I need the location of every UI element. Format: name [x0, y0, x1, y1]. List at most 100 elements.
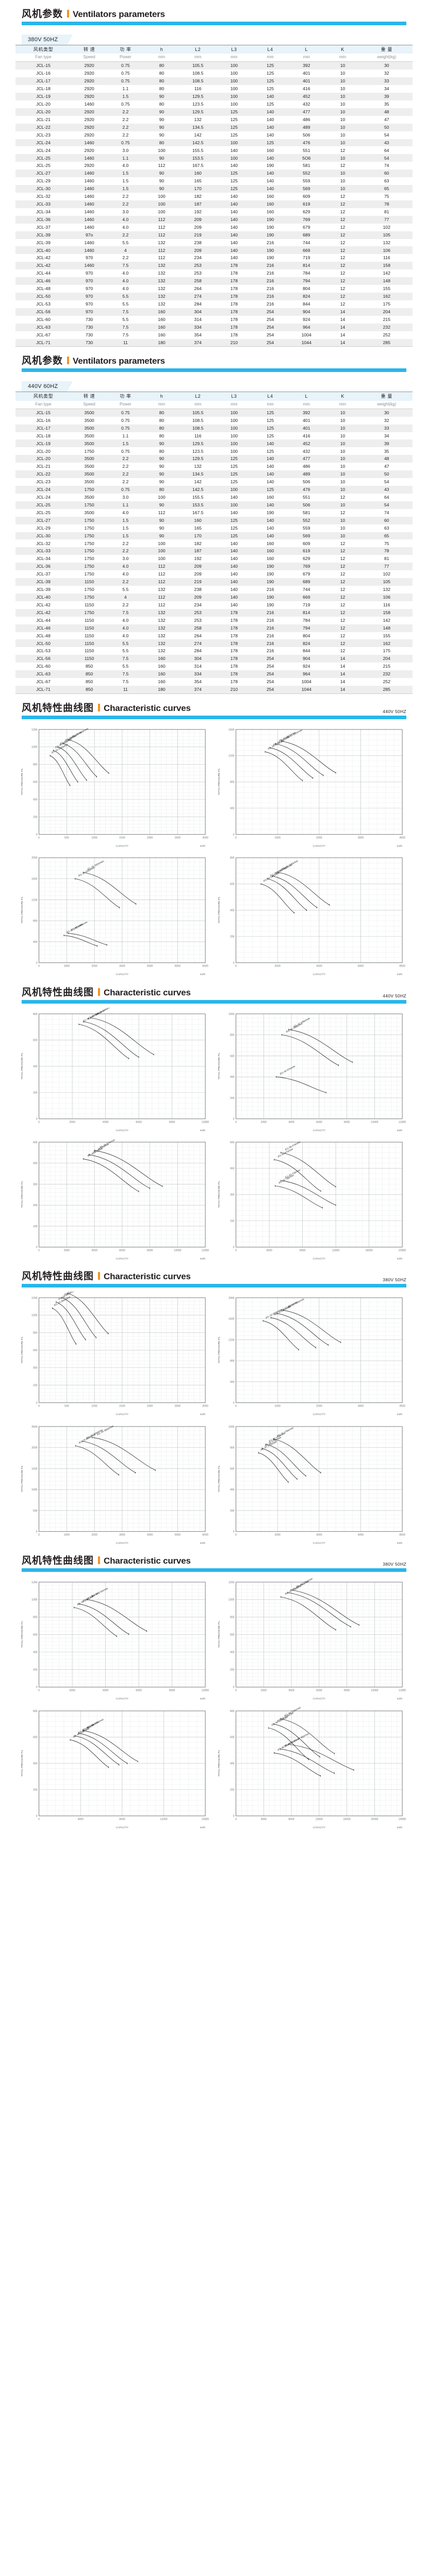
- table-cell: 132: [143, 616, 180, 624]
- table-cell: 254: [252, 338, 289, 347]
- table-cell: JCL-25: [15, 501, 72, 509]
- x-axis-unit: m3/h: [200, 1257, 206, 1260]
- section-title-group: 风机特性曲线图 Characteristic curves: [22, 1556, 428, 1566]
- table-cell: 2920: [71, 85, 108, 93]
- curve-line: [56, 1302, 86, 1341]
- col-header-en: weight(kg): [360, 54, 413, 62]
- table-cell: 153.5: [179, 501, 216, 509]
- svg-text:6000: 6000: [136, 1689, 142, 1692]
- table-cell: 12: [324, 193, 361, 200]
- voltage-label: 380V 50HZ: [383, 1562, 406, 1567]
- table-cell: 354: [179, 331, 216, 339]
- table-cell: 140: [216, 578, 253, 586]
- table-cell: 14: [324, 670, 361, 679]
- table-cell: 1460: [71, 215, 108, 224]
- table-cell: 160: [143, 655, 180, 663]
- table-cell: 477: [288, 455, 325, 463]
- svg-text:12000: 12000: [399, 1689, 406, 1692]
- table-cell: 304: [179, 655, 216, 663]
- catalog-page: 风机参数 Ventilators parameters 380V 50HZ 风机类型转…: [0, 8, 428, 1829]
- table-row: JCL-23 3500 2.2 90 142 125 140 506 10 54: [15, 478, 413, 486]
- table-cell: 65: [360, 185, 413, 193]
- svg-text:1600: 1600: [31, 878, 38, 881]
- table-row: JCL-20 3500 2.2 90 129.5 125 140 477 10 48: [15, 455, 413, 463]
- x-axis-label: CAPACITY: [313, 1826, 326, 1829]
- table-cell: 105: [360, 578, 413, 586]
- section-title-en: Characteristic curves: [104, 987, 191, 997]
- table-header-cn: 风机类型转 速功 率 h L2 L3 L4 L K 重 量: [15, 45, 413, 54]
- table-cell: 90: [143, 185, 180, 193]
- table-cell: 35: [360, 100, 413, 108]
- section-title-cn: 风机参数: [22, 8, 63, 20]
- table-cell: 2.2: [107, 539, 144, 548]
- table-cell: 3.0: [107, 555, 144, 563]
- chart-cell-1: 0 1000 2000 3000 4000 0 400 800 1200 1600 JCL-20 2…: [216, 723, 409, 850]
- x-axis-label: CAPACITY: [116, 973, 129, 976]
- table-cell: 1.1: [107, 154, 144, 162]
- table-cell: 2.2: [107, 463, 144, 471]
- characteristic-curve-chart: 0 2000 4000 6000 8000 10000020040060080010001…: [21, 1581, 209, 1701]
- table-cell: 125: [216, 463, 253, 471]
- table-cell: 4.0: [107, 269, 144, 278]
- table-cell: 100: [216, 61, 253, 70]
- table-cell: 129.5: [179, 108, 216, 116]
- table-cell: 204: [360, 308, 413, 316]
- col-header-en: Speed: [71, 400, 108, 409]
- table-cell: 43: [360, 139, 413, 147]
- table-cell: 284: [179, 300, 216, 308]
- table-cell: JCL-44: [15, 616, 72, 624]
- table-cell: 10: [324, 424, 361, 432]
- table-cell: 216: [252, 608, 289, 617]
- table-cell: 10: [324, 532, 361, 540]
- table-cell: 12: [324, 146, 361, 155]
- table-cell: 1750: [71, 501, 108, 509]
- svg-text:0: 0: [233, 1815, 235, 1818]
- svg-text:6000: 6000: [316, 1121, 322, 1124]
- table-cell: 7.5: [107, 308, 144, 316]
- svg-text:6000: 6000: [358, 965, 364, 968]
- svg-text:800: 800: [230, 1446, 235, 1449]
- table-cell: 80: [143, 432, 180, 440]
- table-cell: 190: [252, 162, 289, 170]
- curve-line: [94, 1150, 163, 1187]
- table-cell: 12: [324, 578, 361, 586]
- table-cell: 215: [360, 663, 413, 671]
- table-cell: 689: [288, 231, 325, 239]
- curve-line: [83, 1730, 138, 1761]
- table-cell: 125: [216, 455, 253, 463]
- chart-cell-1: 0 1000 2000 3000 4000 0 400 800 1200 1600 2000 JCL-…: [216, 1292, 409, 1418]
- table-cell: 2.2: [107, 547, 144, 555]
- table-cell: 108.5: [179, 77, 216, 86]
- col-header-en: Power: [107, 54, 144, 62]
- table-row: JCL-27 1750 1.5 90 160 125 140 552 10 60: [15, 516, 413, 524]
- section-blue-rule: [22, 368, 406, 372]
- table-cell: 1150: [71, 639, 108, 648]
- table-cell: 142: [360, 616, 413, 624]
- table-cell: 669: [288, 246, 325, 255]
- table-cell: 178: [216, 655, 253, 663]
- table-cell: 679: [288, 570, 325, 579]
- table-cell: 794: [288, 277, 325, 285]
- table-cell: 10: [324, 70, 361, 78]
- svg-text:0: 0: [235, 1533, 237, 1536]
- curve-line: [70, 1739, 109, 1768]
- table-cell: 452: [288, 439, 325, 448]
- table-cell: 80: [143, 409, 180, 417]
- table-cell: 970: [71, 285, 108, 293]
- table-row: JCL-48 970 4.0 132 264 178 216 804 12 155: [15, 285, 413, 293]
- table-cell: 2920: [71, 108, 108, 116]
- svg-text:400: 400: [230, 1381, 235, 1384]
- table-cell: 90: [143, 170, 180, 178]
- table-cell: JCL-71: [15, 338, 72, 347]
- table-cell: 824: [288, 639, 325, 648]
- table-cell: 132: [143, 277, 180, 285]
- curve-line: [280, 1748, 335, 1773]
- curve-line: [273, 1723, 320, 1757]
- table-cell: 125: [252, 416, 289, 425]
- svg-text:400: 400: [230, 1076, 235, 1079]
- table-cell: 215: [360, 315, 413, 324]
- table-cell: 2.2: [107, 193, 144, 200]
- curves-4-header: 风机特性曲线图 Characteristic curves: [0, 1547, 428, 1566]
- table-cell: 112: [143, 570, 180, 579]
